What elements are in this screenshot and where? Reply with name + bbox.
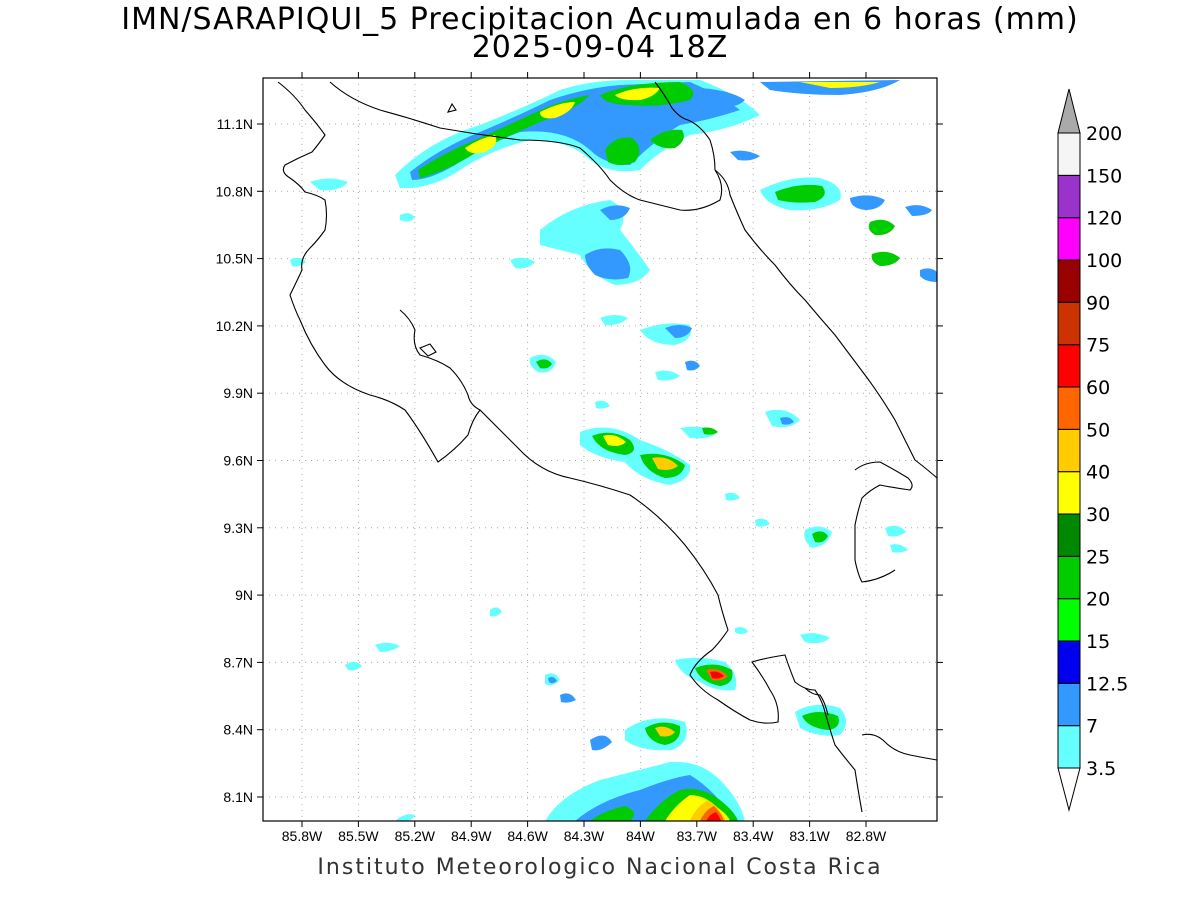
colorbar-segment (1057, 428, 1081, 473)
lat-tick-label: 9.6N (223, 453, 253, 469)
panama-south (861, 733, 937, 761)
precip-blob-south (345, 607, 846, 751)
colorbar-level-label: 7 (1086, 716, 1098, 738)
lat-tick-label: 8.1N (223, 789, 253, 805)
colorbar-segment (1057, 344, 1081, 388)
lon-tick-label: 84.3W (564, 828, 605, 844)
lon-axis: 85.8W 85.5W 85.2W 84.9W 84.6W 84.3W 84W 83.7W 83… (282, 72, 887, 844)
lon-tick-label: 85.5W (338, 828, 379, 844)
precip-blob-northeast (730, 150, 937, 282)
colorbar-level-label: 25 (1086, 546, 1110, 568)
colorbar-bottom-arrow (1057, 767, 1081, 812)
colorbar-segment (1057, 725, 1081, 769)
north-border-detail (654, 81, 716, 171)
colorbar-level-label: 40 (1086, 462, 1110, 484)
colorbar-segment (1057, 386, 1081, 430)
lat-tick-label: 11.1N (217, 116, 253, 132)
colorbar-top-arrow (1057, 88, 1081, 134)
colorbar-level-label: 100 (1086, 250, 1122, 272)
precip-blob-bottom (395, 761, 745, 821)
colorbar-level-label: 50 (1086, 419, 1110, 441)
lon-tick-label: 83.4W (733, 828, 774, 844)
precip-blob-north (395, 80, 900, 189)
panama-border (854, 461, 913, 583)
lat-tick-label: 9.9N (223, 385, 253, 401)
lake-islands (446, 102, 457, 113)
colorbar-level-label: 75 (1086, 335, 1110, 357)
colorbar-segment (1057, 471, 1081, 515)
colorbar-level-label: 150 (1086, 165, 1122, 187)
colorbar-level-label: 3.5 (1086, 758, 1116, 780)
colorbar-level-label: 15 (1086, 631, 1110, 653)
map-title: IMN/SARAPIQUI_5 Precipitacion Acumulada … (121, 2, 1079, 37)
colorbar-segment (1057, 598, 1081, 642)
gulf-island (419, 343, 437, 357)
lon-tick-label: 83.1W (789, 828, 830, 844)
colorbar-segment (1057, 217, 1081, 261)
lon-tick-label: 84W (626, 828, 656, 844)
colorbar: 3.5 7 12.5 15 20 25 30 40 50 60 75 90 100 120 150 200 (1057, 88, 1128, 812)
colorbar-level-label: 90 (1086, 292, 1110, 314)
lat-tick-label: 10.5N (216, 251, 253, 267)
colorbar-segment (1057, 682, 1081, 727)
colorbar-level-label: 30 (1086, 504, 1110, 526)
lon-tick-label: 82.8W (846, 828, 887, 844)
colorbar-level-label: 12.5 (1086, 673, 1128, 695)
colorbar-segment (1057, 640, 1081, 684)
colorbar-segment (1057, 555, 1081, 600)
colorbar-level-label: 200 (1086, 123, 1122, 145)
lat-tick-label: 9N (235, 587, 253, 603)
plot-frame (262, 77, 938, 822)
lake-nicaragua (329, 81, 723, 211)
coastlines (277, 81, 937, 813)
colorbar-segment (1057, 132, 1081, 176)
lon-tick-label: 84.6W (507, 828, 548, 844)
footer-credit: Instituto Meteorologico Nacional Costa R… (317, 855, 883, 880)
precip-field (290, 80, 937, 821)
lat-tick-label: 8.7N (223, 654, 253, 670)
lat-tick-label: 9.3N (223, 520, 253, 536)
lat-axis: 11.1N 10.8N 10.5N 10.2N 9.9N 9.6N 9.3N 9N 8.7N 8.… (216, 116, 943, 805)
lat-tick-label: 8.4N (223, 722, 253, 738)
lon-tick-label: 83.7W (677, 828, 718, 844)
lat-tick-label: 10.8N (216, 183, 253, 199)
lat-tick-label: 10.2N (216, 318, 253, 334)
colorbar-segment (1057, 513, 1081, 557)
lon-tick-label: 85.8W (282, 828, 323, 844)
colorbar-level-label: 20 (1086, 589, 1110, 611)
map-date: 2025-09-04 18Z (471, 30, 729, 65)
colorbar-segment (1057, 301, 1081, 346)
nicoya-detail (399, 309, 481, 411)
caribbean-coast (714, 169, 937, 479)
precip-blob-central-north (290, 178, 650, 285)
lon-tick-label: 84.9W (451, 828, 492, 844)
lon-tick-label: 85.2W (395, 828, 436, 844)
precip-blob-central (529, 315, 908, 553)
colorbar-level-label: 120 (1086, 208, 1122, 230)
colorbar-segment (1057, 259, 1081, 303)
nicaragua-coast (277, 81, 863, 813)
colorbar-level-label: 60 (1086, 377, 1110, 399)
colorbar-segment (1057, 174, 1081, 219)
osa-peninsula (804, 687, 829, 716)
